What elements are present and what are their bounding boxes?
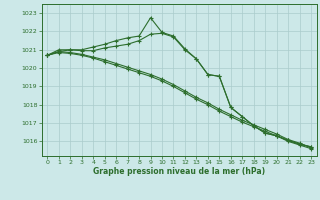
X-axis label: Graphe pression niveau de la mer (hPa): Graphe pression niveau de la mer (hPa) [93,167,265,176]
